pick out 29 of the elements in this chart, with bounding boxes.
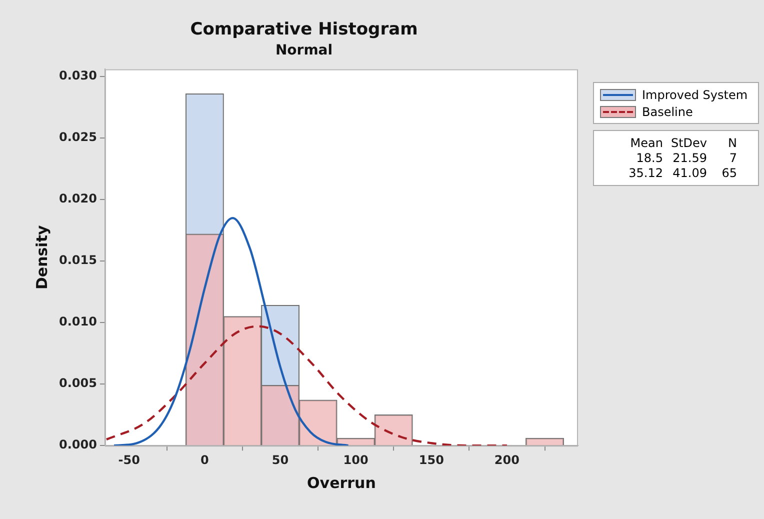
legend-label: Improved System <box>642 88 749 102</box>
text: 21.59 <box>672 151 707 165</box>
y-tick-label: 0.000 <box>58 438 97 452</box>
y-tick-label: 0.005 <box>58 376 97 390</box>
text: 35.12 <box>628 166 663 180</box>
x-tick-label: -50 <box>118 452 140 467</box>
text: 41.09 <box>672 166 707 180</box>
chart-subtitle: Normal <box>275 42 333 58</box>
x-tick-label: 100 <box>343 452 368 467</box>
x-tick-label: 200 <box>494 452 520 467</box>
x-tick-label: 150 <box>418 452 444 467</box>
text: N <box>727 136 737 150</box>
legend-label: Baseline <box>642 104 694 118</box>
y-tick-label: 0.030 <box>58 68 97 83</box>
text: Mean <box>629 136 663 150</box>
text: StDev <box>670 136 707 150</box>
y-tick-label: 0.010 <box>58 314 97 329</box>
text: 18.5 <box>635 151 663 165</box>
x-tick-label: 50 <box>272 452 289 467</box>
chart-title: Comparative Histogram <box>190 20 418 40</box>
text: 65 <box>720 166 737 180</box>
y-tick-label: 0.015 <box>58 253 97 268</box>
y-tick-label: 0.025 <box>58 130 97 144</box>
text: 7 <box>728 151 737 165</box>
y-tick-label: 0.020 <box>58 192 97 206</box>
line-series <box>105 325 508 446</box>
x-axis-title: Overrun <box>307 474 376 492</box>
x-tick-label: 0 <box>200 452 209 467</box>
y-axis-title: Density <box>32 225 51 290</box>
